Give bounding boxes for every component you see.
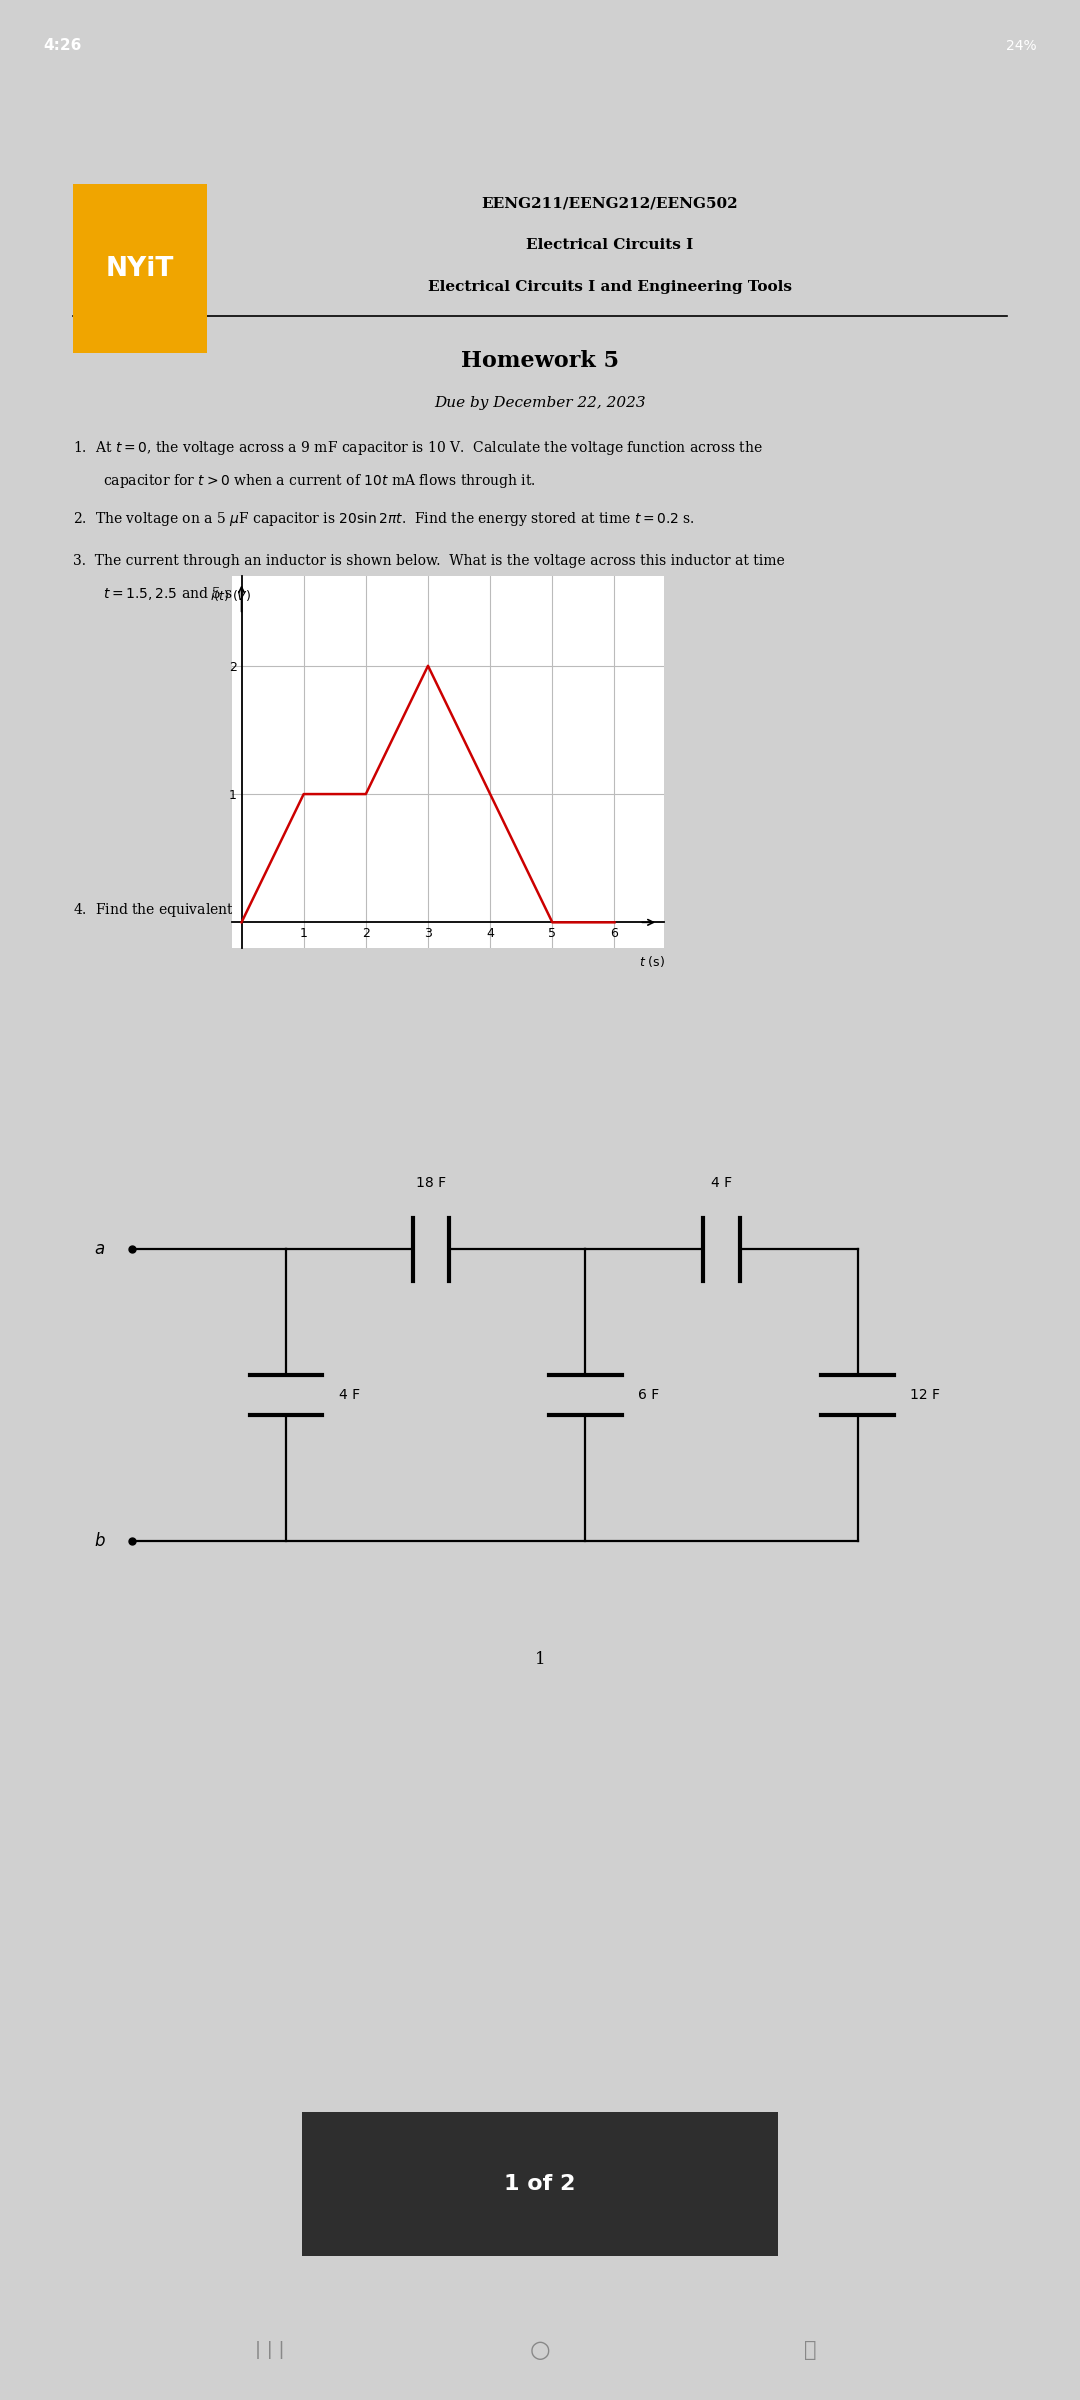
Text: 18 F: 18 F [416, 1176, 446, 1190]
FancyBboxPatch shape [265, 2100, 815, 2268]
Text: 1 of 2: 1 of 2 [504, 2174, 576, 2194]
Text: $b$: $b$ [94, 1531, 106, 1550]
Text: Electrical Circuits I and Engineering Tools: Electrical Circuits I and Engineering To… [428, 281, 792, 295]
Text: 1.  At $t = 0$, the voltage across a 9 mF capacitor is 10 V.  Calculate the volt: 1. At $t = 0$, the voltage across a 9 mF… [73, 439, 764, 458]
Text: 4 F: 4 F [339, 1387, 360, 1402]
Text: ○: ○ [529, 2338, 551, 2362]
Text: Due by December 22, 2023: Due by December 22, 2023 [434, 396, 646, 410]
Text: NYiT: NYiT [106, 257, 174, 283]
Text: 6 F: 6 F [638, 1387, 659, 1402]
Text: 3.  The current through an inductor is shown below.  What is the voltage across : 3. The current through an inductor is sh… [73, 554, 785, 569]
Text: | | |: | | | [255, 2340, 285, 2359]
Text: 4.  Find the equivalent capacitance seen between nodes $a$ and $b$.: 4. Find the equivalent capacitance seen … [73, 900, 529, 919]
Text: $i(t)$ $(V)$: $i(t)$ $(V)$ [211, 588, 252, 602]
Text: Homework 5: Homework 5 [461, 350, 619, 372]
Text: 24%: 24% [1007, 38, 1037, 53]
Text: 12 F: 12 F [910, 1387, 940, 1402]
Text: 4 F: 4 F [711, 1176, 732, 1190]
Text: 〈: 〈 [804, 2340, 816, 2359]
Text: capacitor for $t > 0$ when a current of $10t$ mA flows through it.: capacitor for $t > 0$ when a current of … [103, 470, 536, 490]
Text: 4:26: 4:26 [43, 38, 82, 53]
Text: 1: 1 [535, 1651, 545, 1668]
Text: EENG211/EENG212/EENG502: EENG211/EENG212/EENG502 [482, 197, 738, 211]
Text: Electrical Circuits I: Electrical Circuits I [526, 238, 693, 252]
Text: $a$: $a$ [94, 1241, 106, 1258]
Text: 2.  The voltage on a 5 $\mu$F capacitor is $20\sin 2\pi t$.  Find the energy sto: 2. The voltage on a 5 $\mu$F capacitor i… [73, 511, 694, 528]
Bar [73, 185, 207, 353]
Text: $t = 1.5, 2.5$ and 5 s if the inductor value is 4 mH.: $t = 1.5, 2.5$ and 5 s if the inductor v… [103, 586, 443, 602]
Text: $t$ (s): $t$ (s) [638, 955, 665, 970]
